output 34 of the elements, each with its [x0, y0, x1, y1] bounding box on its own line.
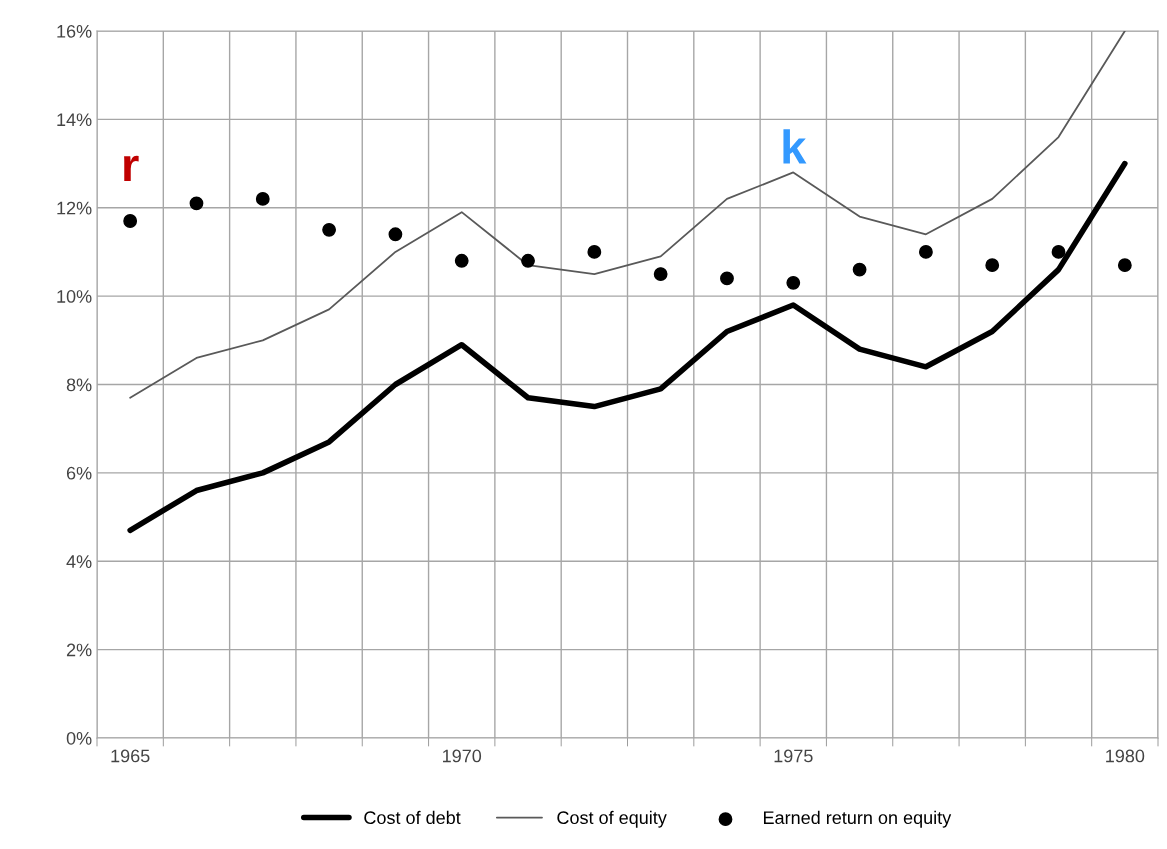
y-tick-label: 12% — [57, 201, 92, 215]
point — [255, 192, 270, 206]
legend-label: Cost of debt — [364, 810, 461, 825]
y-tick-label: 2% — [66, 643, 92, 657]
point — [587, 245, 602, 259]
y-tick-label: 16% — [57, 24, 92, 38]
y-tick-label: 10% — [57, 290, 92, 303]
x-tick-label: 1975 — [774, 749, 813, 763]
point — [653, 267, 668, 281]
point — [521, 253, 535, 268]
point — [1051, 245, 1066, 259]
point — [1117, 258, 1132, 273]
y-tick-label: 6% — [66, 466, 92, 480]
point — [852, 262, 867, 277]
annotation: k — [783, 129, 807, 164]
point — [985, 258, 1000, 273]
x-tick-label: 1970 — [443, 749, 482, 763]
x-tick-label: 1980 — [1106, 749, 1145, 763]
point — [123, 214, 138, 228]
y-tick-label: 0% — [66, 731, 92, 745]
y-tick-label: 8% — [66, 378, 92, 392]
y-tick-label: 4% — [66, 555, 92, 568]
point — [322, 222, 336, 237]
y-tick-label: 14% — [57, 113, 92, 127]
point — [720, 271, 734, 286]
point — [454, 253, 469, 268]
point — [189, 196, 204, 211]
point — [786, 275, 801, 290]
point — [919, 245, 933, 259]
legend-label: Cost of equity — [557, 810, 667, 828]
annotation: r — [124, 155, 139, 182]
point — [388, 227, 403, 242]
x-tick-label: 1965 — [111, 749, 150, 763]
legend-label: Earned return on equity — [763, 810, 952, 828]
